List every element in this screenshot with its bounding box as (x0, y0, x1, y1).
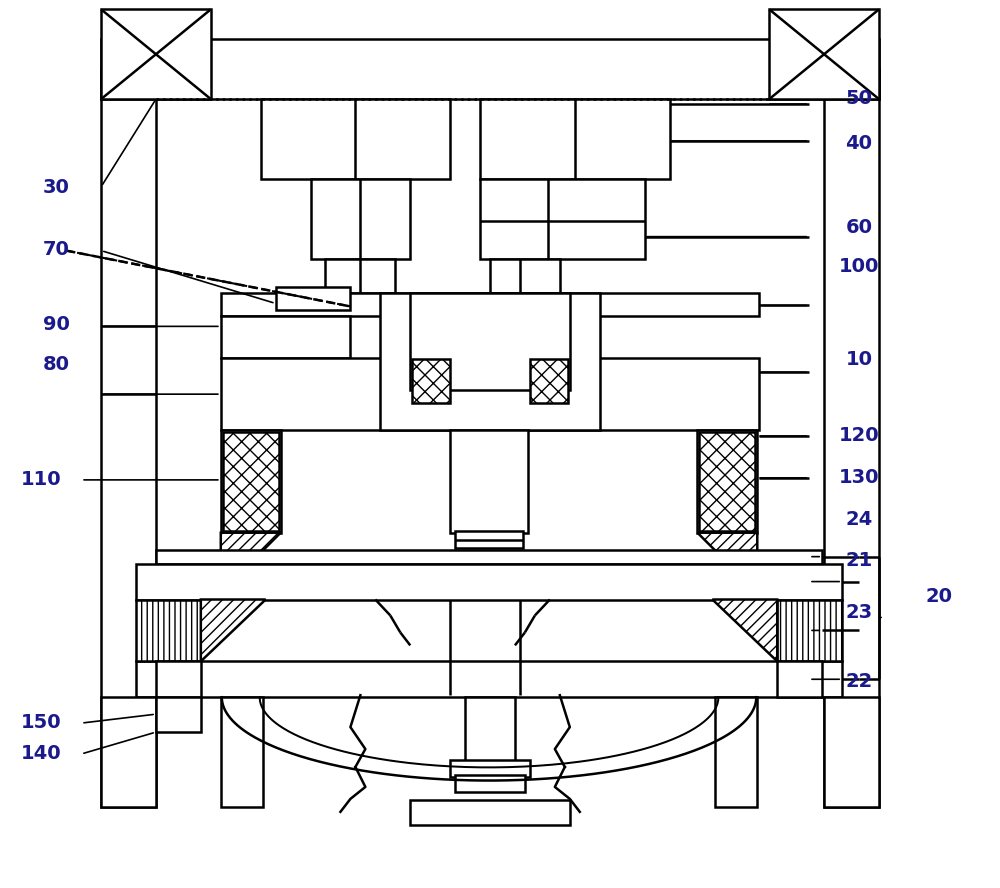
Bar (697, 430, 757, 533)
Bar (380, 293, 600, 430)
Text: 22: 22 (845, 671, 873, 691)
Bar (450, 760, 530, 777)
Polygon shape (697, 533, 757, 592)
Bar (276, 288, 350, 311)
Bar (221, 697, 263, 807)
Bar (824, 69, 879, 807)
Text: 30: 30 (43, 178, 70, 197)
Text: 24: 24 (845, 510, 873, 528)
Bar (455, 775, 525, 792)
Polygon shape (712, 599, 777, 662)
Bar (101, 697, 156, 807)
Bar (156, 662, 201, 697)
Bar (101, 10, 211, 99)
Bar (450, 430, 528, 533)
Bar (136, 599, 201, 662)
Text: 10: 10 (846, 351, 872, 369)
Bar (136, 564, 842, 599)
Text: 80: 80 (43, 355, 70, 374)
Bar (221, 293, 759, 316)
Bar (480, 178, 645, 258)
Bar (156, 550, 822, 564)
Bar (311, 178, 410, 258)
Text: 40: 40 (846, 133, 872, 153)
Text: 100: 100 (839, 258, 879, 276)
Bar (136, 662, 842, 697)
Bar (221, 430, 281, 533)
Bar (410, 293, 570, 390)
Polygon shape (221, 533, 281, 592)
Bar (769, 10, 879, 99)
Bar (455, 531, 523, 548)
Bar (325, 258, 395, 293)
Text: 110: 110 (21, 470, 62, 489)
Bar (101, 69, 156, 807)
Bar (530, 360, 568, 403)
Bar (480, 99, 670, 178)
Bar (156, 697, 201, 732)
Bar (223, 432, 279, 531)
Bar (261, 99, 450, 178)
Bar (465, 697, 515, 762)
Bar (824, 697, 879, 807)
Text: 120: 120 (839, 425, 879, 445)
Bar (410, 800, 570, 825)
Text: 23: 23 (845, 603, 873, 622)
Bar (777, 599, 842, 662)
Bar (221, 316, 350, 358)
Text: 130: 130 (839, 468, 879, 488)
Text: 90: 90 (43, 315, 70, 334)
Bar (101, 39, 879, 99)
Bar (412, 360, 450, 403)
Bar (715, 697, 757, 807)
Text: 70: 70 (43, 240, 70, 258)
Bar (221, 358, 759, 430)
Bar (699, 432, 755, 531)
Text: 21: 21 (845, 551, 873, 570)
Text: 20: 20 (925, 587, 952, 606)
Bar (777, 662, 822, 697)
Text: 140: 140 (21, 744, 62, 764)
Text: 150: 150 (21, 713, 62, 733)
Text: 60: 60 (846, 218, 872, 236)
Polygon shape (201, 599, 266, 662)
Bar (490, 258, 560, 293)
Text: 50: 50 (846, 90, 872, 108)
